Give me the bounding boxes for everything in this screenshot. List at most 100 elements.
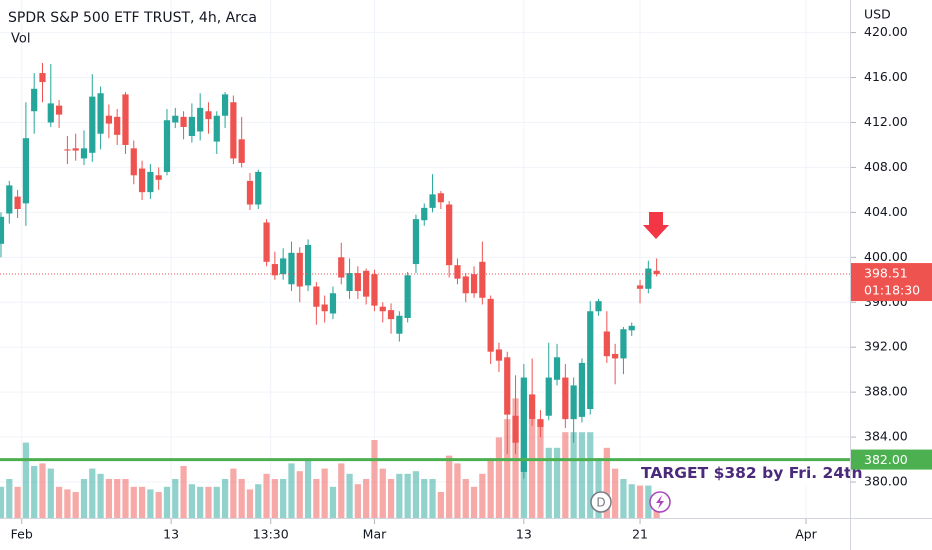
volume-bar: [188, 484, 195, 518]
candle-body: [446, 204, 453, 266]
y-tick-label: 404.00: [864, 204, 908, 219]
volume-bar: [562, 432, 569, 518]
grid: [0, 0, 850, 518]
candle-body: [396, 315, 403, 334]
volume-bar: [371, 440, 378, 518]
volume-bar: [221, 479, 229, 518]
volume-label: Vol: [11, 32, 30, 47]
volume-bar: [130, 486, 137, 518]
x-tick-label: Apr: [795, 527, 817, 542]
volume-bar: [628, 484, 635, 518]
candle-body: [645, 268, 652, 289]
candle-body: [0, 216, 5, 244]
volume-bar: [205, 486, 212, 518]
volume-bar: [636, 479, 644, 518]
candle-body: [578, 362, 586, 417]
candle-body: [628, 325, 635, 331]
volume-bar: [346, 473, 353, 518]
volume-bar: [479, 473, 486, 518]
candle-body: [487, 298, 494, 352]
y-tick-label: 416.00: [864, 69, 908, 84]
volume-bar: [47, 468, 54, 518]
target-price-label: 382.00: [864, 452, 908, 467]
volume-bar: [122, 479, 129, 518]
candle-body: [553, 357, 561, 380]
candle-body: [429, 194, 436, 208]
volume-bar: [363, 479, 370, 518]
volume-bar: [487, 458, 494, 518]
volume-bar: [454, 463, 461, 518]
volume-bar: [105, 479, 112, 518]
x-tick-label: 13: [516, 527, 532, 542]
y-tick-label: 400.00: [864, 249, 908, 264]
y-tick-label: 380.00: [864, 474, 908, 489]
down-arrow: [643, 212, 669, 239]
candle-body: [603, 331, 610, 357]
volume-bar: [304, 458, 312, 518]
candle-body: [238, 139, 245, 163]
candle-body: [271, 264, 278, 276]
candle-body: [205, 111, 212, 120]
volume-bar: [387, 479, 395, 518]
candle-body: [529, 394, 536, 420]
volume-bar: [603, 447, 610, 518]
volume-bar: [495, 437, 503, 518]
y-tick-label: 384.00: [864, 429, 908, 444]
volume-bar: [446, 455, 453, 518]
volume-bar: [55, 486, 63, 518]
candle-body: [105, 115, 112, 124]
volume-bar: [172, 479, 179, 518]
candle-body: [130, 148, 137, 176]
volume-bar: [537, 427, 544, 518]
candle-body: [296, 252, 303, 287]
volume-bar: [114, 479, 121, 518]
volume-bar: [39, 463, 46, 518]
volume-bar: [263, 473, 270, 518]
candle-body: [504, 357, 511, 415]
candle-body: [22, 138, 30, 204]
volume-bar: [296, 471, 303, 518]
candle-body: [64, 149, 71, 151]
volume-bar: [22, 442, 30, 518]
candles: [0, 62, 660, 479]
volume-bar: [197, 486, 204, 518]
volume-bar: [412, 471, 420, 518]
last-price-box: [851, 263, 932, 302]
candle-body: [404, 275, 411, 318]
target-price-box: [851, 449, 932, 470]
volume-bar: [97, 473, 104, 518]
currency-bg: [851, 0, 932, 30]
x-tick-label: Mar: [363, 527, 387, 542]
volume-bar: [14, 486, 21, 518]
x-tick-label: 13: [163, 527, 179, 542]
volume-bar: [595, 458, 602, 518]
candle-body: [263, 222, 270, 262]
candle-body: [537, 419, 544, 427]
candle-body: [371, 274, 378, 306]
volume-bar: [437, 492, 444, 518]
x-tick-label: Feb: [11, 527, 33, 542]
candle-body: [97, 93, 104, 134]
x-tick-label: 13:30: [253, 527, 289, 542]
event-icons: [590, 491, 671, 513]
last-price-label: 398.51: [864, 266, 908, 281]
y-tick-label: 420.00: [864, 24, 908, 39]
y-tick-label: 408.00: [864, 159, 908, 174]
volume-bar: [6, 479, 13, 518]
candle-body: [163, 120, 171, 172]
candle-body: [255, 171, 262, 205]
volume-bar: [338, 463, 345, 518]
y-tick-label: 412.00: [864, 114, 908, 129]
candle-body: [155, 175, 162, 180]
candle-body: [321, 304, 328, 312]
volume-bar: [587, 432, 594, 518]
volume-pane: [0, 388, 660, 518]
chart-title: SPDR S&P 500 ETF TRUST, 4h, Arca: [8, 10, 257, 26]
volume-bar: [80, 479, 88, 518]
candle-body: [31, 88, 38, 112]
volume-bar: [89, 468, 96, 518]
candle-body: [363, 270, 370, 297]
volume-bar: [288, 463, 295, 518]
candle-body: [562, 377, 569, 420]
